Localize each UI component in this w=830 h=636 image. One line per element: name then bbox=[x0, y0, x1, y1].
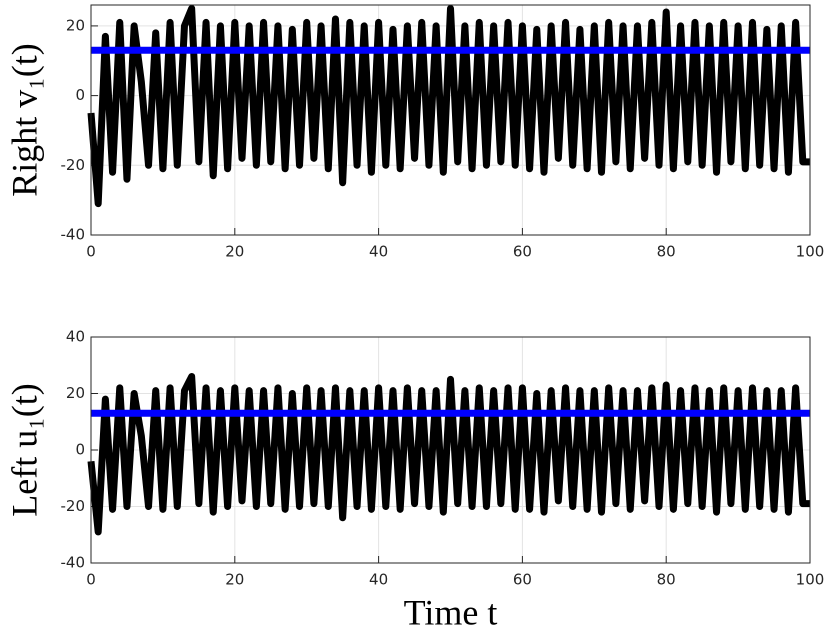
x-tick-label: 40 bbox=[369, 243, 388, 261]
y-tick-label: -20 bbox=[61, 497, 86, 515]
axes: 0 20 40 60 80 100 -40 -20 0 20 Right v₁(t) bbox=[4, 4, 825, 261]
y-tick-label: -20 bbox=[61, 156, 86, 174]
y-tick-label: 20 bbox=[66, 16, 85, 34]
x-tick-label: 80 bbox=[657, 571, 676, 589]
y-tick-label: 0 bbox=[75, 441, 85, 459]
y-axis-label: Left u₁(t) bbox=[4, 383, 44, 517]
x-tick-label: 80 bbox=[657, 243, 676, 261]
y-axis-label: Right v₁(t) bbox=[4, 43, 44, 197]
axes: 0 20 40 60 80 100 -40 -20 0 20 40 Left u₁(t) Time t bbox=[4, 328, 824, 633]
y-tick-label: 20 bbox=[66, 384, 85, 402]
x-tick-label: 0 bbox=[86, 243, 96, 261]
x-tick-label: 0 bbox=[86, 571, 96, 589]
x-tick-label: 40 bbox=[369, 571, 388, 589]
y-tick-label: -40 bbox=[61, 554, 86, 572]
data-line bbox=[87, 4, 810, 208]
axes-frame bbox=[90, 4, 811, 236]
y-tick-label: -40 bbox=[61, 226, 86, 244]
x-axis-label: Time t bbox=[404, 592, 498, 632]
y-tick-label: 0 bbox=[75, 86, 85, 104]
x-tick-label: 60 bbox=[513, 243, 532, 261]
x-tick-label: 60 bbox=[513, 571, 532, 589]
x-tick-label: 100 bbox=[796, 243, 825, 261]
x-tick-label: 100 bbox=[796, 571, 825, 589]
x-tick-label: 20 bbox=[225, 243, 244, 261]
y-tick-label: 40 bbox=[66, 328, 85, 346]
axes-frame bbox=[90, 336, 811, 564]
data-line bbox=[87, 373, 810, 536]
x-tick-label: 20 bbox=[225, 571, 244, 589]
